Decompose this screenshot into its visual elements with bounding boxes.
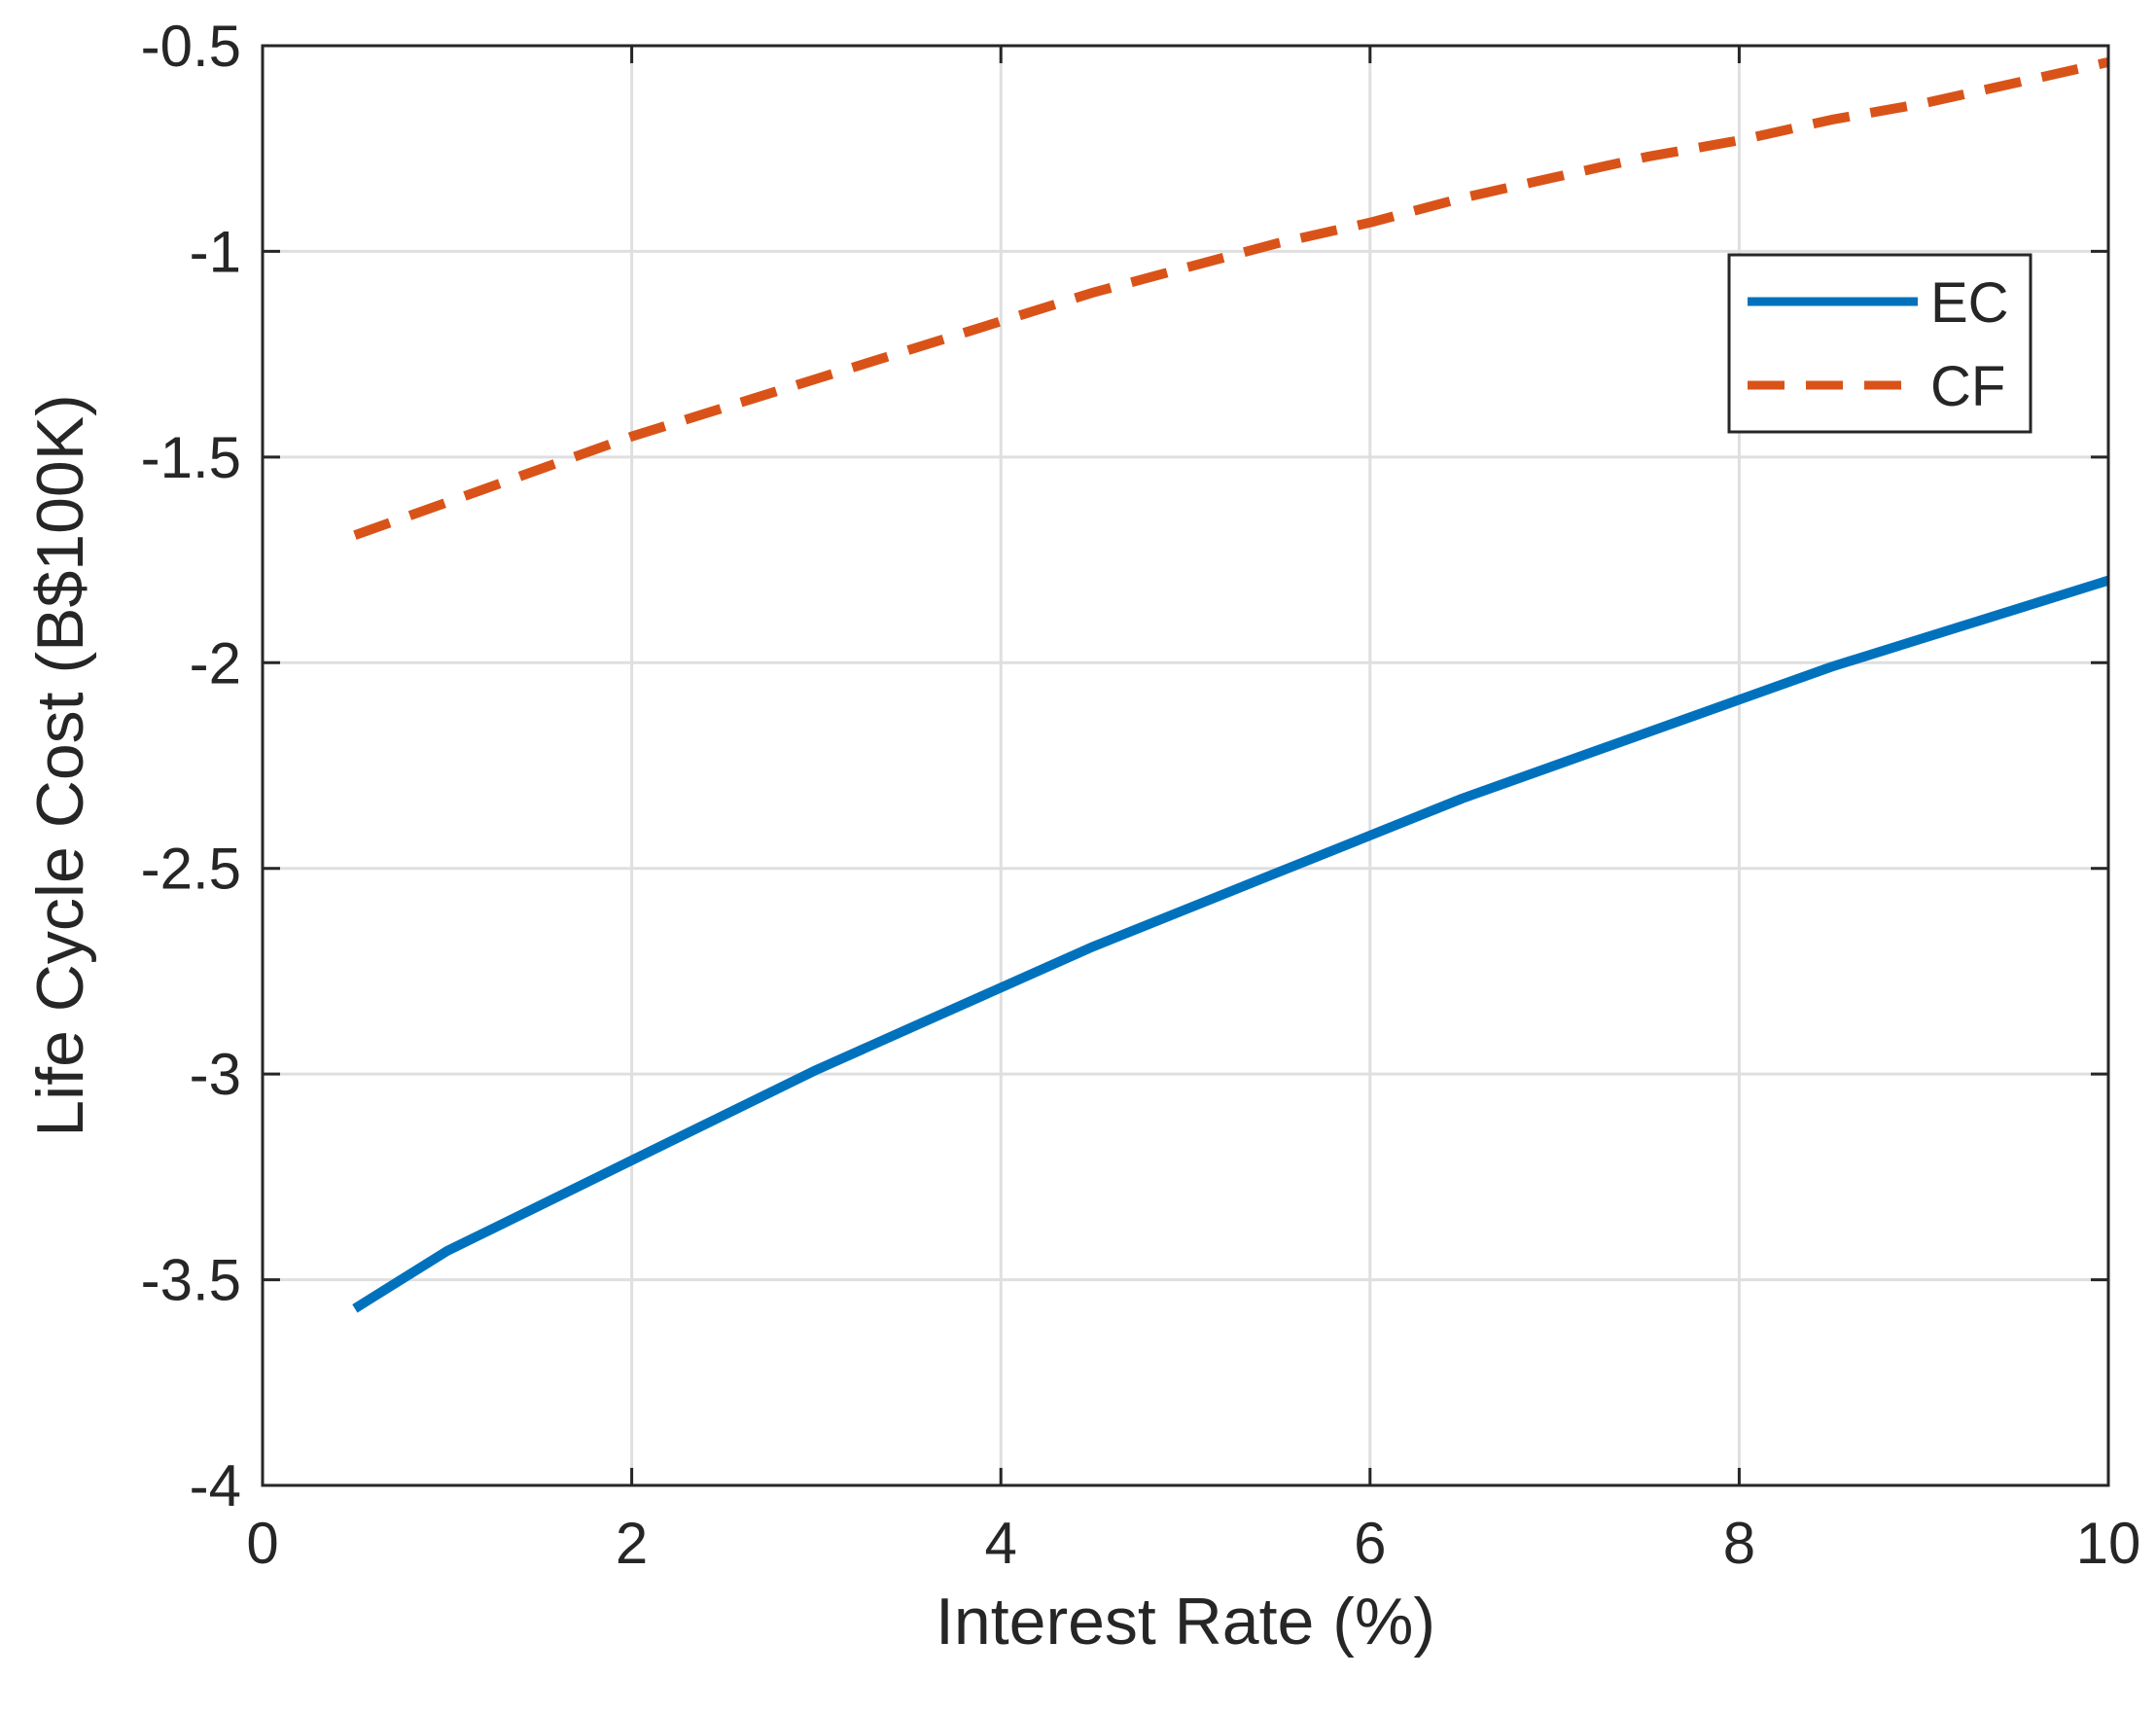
y-tick-label: -2 — [190, 630, 241, 696]
y-tick-labels: -4 -3.5 -3 -2.5 -2 -1.5 -1 -0.5 — [141, 14, 241, 1518]
series-line-cf — [353, 57, 2110, 540]
series-lines — [352, 57, 2110, 1313]
series-line-ec — [352, 575, 2110, 1313]
y-tick-label: -3.5 — [141, 1248, 241, 1313]
x-tick-label: 2 — [616, 1511, 648, 1576]
grid — [263, 46, 2108, 1485]
legend-label-ec: EC — [1930, 271, 2009, 335]
x-tick-label: 0 — [246, 1511, 278, 1576]
legend: EC CF — [1727, 253, 2032, 434]
y-tick-label: -2.5 — [141, 837, 241, 902]
legend-label-cf: CF — [1930, 355, 2005, 418]
y-tick-label: -0.5 — [141, 14, 241, 79]
y-axis-label: Life Cycle Cost (B$100K) — [23, 394, 97, 1136]
legend-box — [1727, 253, 2032, 434]
x-axis-label: Interest Rate (%) — [936, 1585, 1435, 1659]
y-tick-label: -1 — [190, 219, 241, 284]
x-tick-label: 4 — [985, 1511, 1017, 1576]
y-tick-label: -1.5 — [141, 425, 241, 490]
x-tick-labels: 0 2 4 6 8 10 — [246, 1511, 2140, 1576]
y-tick-label: -3 — [190, 1042, 241, 1107]
y-tick-label: -4 — [190, 1453, 241, 1518]
x-tick-label: 8 — [1723, 1511, 1755, 1576]
x-tick-label: 6 — [1354, 1511, 1386, 1576]
axis-ticks — [261, 44, 2110, 1487]
x-tick-label: 10 — [2076, 1511, 2141, 1576]
plot-frame — [261, 44, 2110, 1487]
